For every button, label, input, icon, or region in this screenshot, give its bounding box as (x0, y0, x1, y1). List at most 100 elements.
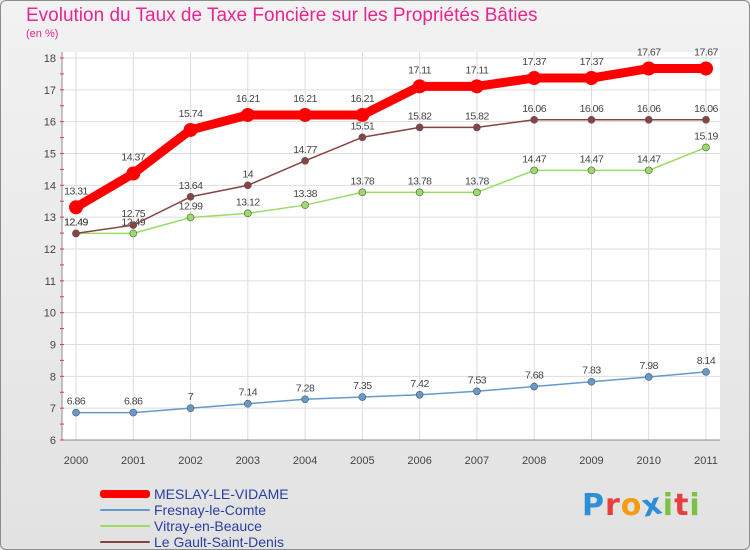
y-tick-label-16: 16 (44, 117, 56, 129)
data-label-fresnay-le-comte-2002: 7 (188, 391, 194, 403)
data-point-le-gault-saint-denis-2010 (644, 115, 653, 124)
data-point-le-gault-saint-denis-2006 (415, 123, 424, 132)
data-label-vitray-en-beauce-2006: 13.78 (408, 175, 432, 187)
data-point-le-gault-saint-denis-2000 (72, 229, 80, 238)
data-label-meslay-le-vidame-2002: 15.74 (179, 108, 203, 120)
data-point-fresnay-le-comte-2009 (587, 377, 596, 386)
data-point-meslay-le-vidame-2006 (412, 79, 427, 94)
data-point-vitray-en-beauce-2009 (587, 166, 596, 175)
data-point-fresnay-le-comte-2006 (415, 390, 424, 399)
data-point-meslay-le-vidame-2004 (298, 107, 313, 122)
logo-letter: i (662, 488, 675, 523)
data-label-fresnay-le-comte-2007: 7.53 (468, 374, 487, 386)
data-label-meslay-le-vidame-2000: 13.31 (64, 185, 88, 197)
y-tick-label-15: 15 (44, 149, 56, 161)
y-tick-label-7: 7 (50, 403, 56, 415)
y-tick-label-11: 11 (45, 276, 56, 288)
legend-label: MESLAY-LE-VIDAME (154, 486, 289, 502)
data-label-vitray-en-beauce-2005: 13.78 (350, 175, 374, 187)
data-label-fresnay-le-comte-2004: 7.28 (296, 382, 315, 394)
data-label-fresnay-le-comte-2005: 7.35 (353, 380, 372, 392)
data-label-le-gault-saint-denis-2003: 14 (242, 168, 253, 180)
data-label-vitray-en-beauce-2009: 14.47 (580, 153, 604, 165)
data-point-meslay-le-vidame-2011 (699, 61, 713, 76)
data-label-meslay-le-vidame-2006: 17.11 (408, 64, 432, 76)
data-point-meslay-le-vidame-2009 (584, 71, 599, 86)
x-tick-label-2011: 2011 (694, 455, 718, 467)
data-point-fresnay-le-comte-2008 (530, 382, 538, 391)
data-label-meslay-le-vidame-2003: 16.21 (236, 93, 260, 105)
data-point-meslay-le-vidame-2010 (641, 61, 656, 76)
data-label-vitray-en-beauce-2011: 15.19 (694, 130, 718, 142)
data-label-le-gault-saint-denis-2002: 13.64 (179, 180, 203, 192)
legend-label: Vitray-en-Beauce (154, 518, 262, 534)
data-label-le-gault-saint-denis-2000: 12.49 (64, 216, 88, 228)
data-label-fresnay-le-comte-2009: 7.83 (582, 365, 601, 377)
series-line-meslay-le-vidame (71, 64, 711, 212)
data-point-fresnay-le-comte-2001 (129, 408, 138, 417)
chart-legend: MESLAY-LE-VIDAME Fresnay-le-Comte Vitray-e… (100, 486, 289, 550)
data-label-le-gault-saint-denis-2001: 12.75 (121, 208, 145, 220)
series-line-fresnay-le-comte (75, 371, 707, 414)
plot-area (62, 52, 720, 440)
data-label-meslay-le-vidame-2007: 17.11 (465, 64, 489, 76)
data-label-meslay-le-vidame-2001: 14.37 (121, 152, 145, 164)
data-point-fresnay-le-comte-2010 (644, 373, 653, 381)
x-tick-label-2010: 2010 (636, 455, 660, 467)
data-label-le-gault-saint-denis-2009: 16.06 (580, 103, 604, 115)
x-tick-label-2007: 2007 (465, 455, 489, 467)
y-tick-label-18: 18 (44, 53, 56, 65)
legend-label: Le Gault-Saint-Denis (154, 534, 284, 550)
chart-title: Evolution du Taux de Taxe Foncière sur l… (26, 5, 538, 26)
data-point-le-gault-saint-denis-2011 (702, 115, 710, 124)
legend-swatch (100, 541, 150, 543)
data-point-meslay-le-vidame-2005 (355, 107, 370, 122)
x-tick-label-2003: 2003 (236, 455, 260, 467)
data-point-vitray-en-beauce-2005 (358, 188, 367, 197)
data-label-le-gault-saint-denis-2007: 15.82 (465, 110, 489, 122)
data-point-le-gault-saint-denis-2007 (473, 123, 481, 132)
data-label-fresnay-le-comte-2008: 7.68 (525, 370, 544, 382)
proxiti-logo: Proxiti (582, 486, 701, 524)
data-label-vitray-en-beauce-2000: 12.49 (64, 216, 88, 228)
legend-swatch (100, 509, 150, 511)
data-label-le-gault-saint-denis-2010: 16.06 (637, 103, 661, 115)
y-axis-unit-label: (en %) (26, 28, 59, 40)
x-tick-label-2002: 2002 (178, 455, 202, 467)
y-tick-label-17: 17 (44, 85, 56, 97)
legend-swatch (100, 525, 150, 527)
y-tick-label-14: 14 (44, 180, 56, 192)
data-point-le-gault-saint-denis-2002 (186, 192, 195, 201)
data-point-fresnay-le-comte-2003 (244, 399, 252, 408)
data-point-vitray-en-beauce-2010 (644, 166, 653, 175)
logo-letter: t (674, 488, 690, 523)
y-tick-label-10: 10 (44, 308, 56, 320)
data-label-meslay-le-vidame-2004: 16.21 (293, 93, 317, 105)
data-label-fresnay-le-comte-2010: 7.98 (640, 360, 659, 372)
data-label-le-gault-saint-denis-2004: 14.77 (293, 144, 317, 156)
x-tick-label-2008: 2008 (522, 455, 546, 467)
data-label-fresnay-le-comte-2006: 7.42 (410, 378, 429, 390)
data-point-fresnay-le-comte-2004 (301, 395, 309, 404)
data-point-vitray-en-beauce-2004 (301, 201, 309, 209)
data-point-le-gault-saint-denis-2005 (358, 133, 367, 142)
legend-item: Le Gault-Saint-Denis (100, 534, 289, 550)
logo-letter: o (620, 488, 643, 523)
y-tick-label-12: 12 (44, 244, 56, 256)
y-tick-label-8: 8 (50, 371, 56, 383)
data-point-le-gault-saint-denis-2003 (244, 181, 252, 190)
legend-item: MESLAY-LE-VIDAME (100, 486, 289, 502)
data-point-vitray-en-beauce-2007 (473, 188, 481, 197)
data-point-vitray-en-beauce-2006 (415, 188, 424, 197)
data-label-meslay-le-vidame-2005: 16.21 (350, 93, 374, 105)
data-label-le-gault-saint-denis-2006: 15.82 (408, 110, 432, 122)
legend-label: Fresnay-le-Comte (154, 502, 267, 518)
x-tick-label-2000: 2000 (64, 455, 88, 467)
y-tick-label-9: 9 (50, 340, 56, 352)
legend-swatch (100, 490, 150, 498)
data-point-meslay-le-vidame-2002 (183, 122, 198, 137)
data-label-meslay-le-vidame-2008: 17.37 (522, 56, 546, 68)
data-label-fresnay-le-comte-2003: 7.14 (239, 387, 258, 399)
data-point-vitray-en-beauce-2002 (186, 213, 195, 222)
data-label-le-gault-saint-denis-2005: 15.51 (350, 120, 374, 132)
